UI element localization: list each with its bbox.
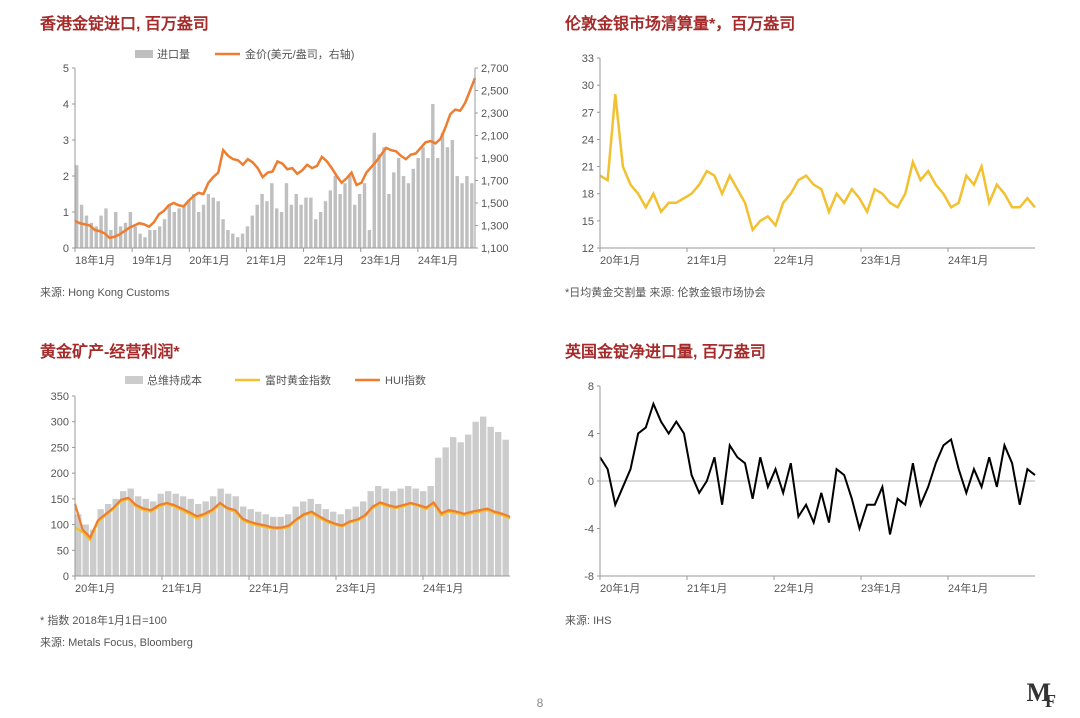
svg-text:19年1月: 19年1月 [132,253,172,267]
svg-text:1,700: 1,700 [481,176,509,188]
chart1-box: 0 1 2 3 4 5 1,100 1,300 1,500 1,700 1,900 2,100 2,30… [40,38,525,278]
svg-text:2,300: 2,300 [481,108,509,120]
svg-text:18: 18 [582,189,594,201]
svg-text:21年1月: 21年1月 [687,581,727,595]
svg-text:2,700: 2,700 [481,63,509,75]
svg-text:2,100: 2,100 [481,131,509,143]
logo-mf: MF [1026,678,1050,708]
chart4-svg: -8 -4 0 4 8 20年1月 21年1月 22年1月 23年1月 24年1月 [565,366,1045,606]
svg-text:1: 1 [63,207,69,219]
svg-text:0: 0 [588,476,594,488]
svg-text:金价(美元/盎司，右轴): 金价(美元/盎司，右轴) [245,47,354,61]
svg-text:4: 4 [63,99,69,111]
svg-text:24: 24 [582,134,594,146]
chart3-title: 黄金矿产-经营利润* [40,338,525,362]
svg-text:0: 0 [63,571,69,583]
svg-text:1,100: 1,100 [481,243,509,255]
svg-text:3: 3 [63,135,69,147]
chart4-title: 英国金锭净进口量, 百万盎司 [565,338,1050,362]
chart4-box: -8 -4 0 4 8 20年1月 21年1月 22年1月 23年1月 24年1月 [565,366,1050,606]
svg-text:21年1月: 21年1月 [687,253,727,267]
chart2-footnote: *日均黄金交割量 来源: 伦敦金银市场协会 [565,284,1050,300]
svg-text:300: 300 [51,417,69,429]
svg-text:20年1月: 20年1月 [600,581,640,595]
chart1-title: 香港金锭进口, 百万盎司 [40,10,525,34]
panel-uk-net-imports: 英国金锭净进口量, 百万盎司 -8 -4 0 4 8 20年1月 21年1月 22年1月 23年… [565,338,1050,650]
svg-text:21年1月: 21年1月 [246,253,286,267]
svg-text:21年1月: 21年1月 [162,581,202,595]
svg-text:2: 2 [63,171,69,183]
panel-hk-gold-imports: 香港金锭进口, 百万盎司 0 1 2 3 4 5 1,100 1,300 1,500 1,700 1… [40,10,525,318]
svg-text:15: 15 [582,216,594,228]
svg-text:22年1月: 22年1月 [774,253,814,267]
svg-text:24年1月: 24年1月 [418,253,458,267]
panel-gold-mining-margin: 黄金矿产-经营利润* 0 50 100 150 200 250 300 350 20年1月 21年… [40,338,525,650]
svg-text:总维持成本: 总维持成本 [147,373,202,387]
page-number: 8 [537,696,544,710]
svg-text:0: 0 [63,243,69,255]
svg-text:22年1月: 22年1月 [249,581,289,595]
svg-text:22年1月: 22年1月 [774,581,814,595]
svg-text:2,500: 2,500 [481,86,509,98]
svg-text:250: 250 [51,442,69,454]
svg-text:1,300: 1,300 [481,221,509,233]
svg-text:200: 200 [51,468,69,480]
svg-text:HUI指数: HUI指数 [385,373,426,387]
svg-text:22年1月: 22年1月 [304,253,344,267]
svg-text:12: 12 [582,243,594,255]
chart1-source: 来源: Hong Kong Customs [40,284,525,300]
chart2-box: 12 15 18 21 24 27 30 33 20年1月 21年1月 22年1月 23年1月 24年1… [565,38,1050,278]
svg-text:5: 5 [63,63,69,75]
svg-text:24年1月: 24年1月 [948,581,988,595]
svg-text:21: 21 [582,162,594,174]
svg-text:20年1月: 20年1月 [75,581,115,595]
chart3-box: 0 50 100 150 200 250 300 350 20年1月 21年1月 22年1月 23年1… [40,366,525,606]
svg-text:20年1月: 20年1月 [189,253,229,267]
svg-text:8: 8 [588,381,594,393]
chart1-svg: 0 1 2 3 4 5 1,100 1,300 1,500 1,700 1,900 2,100 2,30… [40,38,520,278]
svg-text:-8: -8 [584,571,594,583]
svg-text:24年1月: 24年1月 [948,253,988,267]
chart3-source: 来源: Metals Focus, Bloomberg [40,634,525,650]
svg-text:24年1月: 24年1月 [423,581,463,595]
svg-text:-4: -4 [584,524,594,536]
svg-text:350: 350 [51,391,69,403]
svg-text:23年1月: 23年1月 [861,253,901,267]
svg-text:20年1月: 20年1月 [600,253,640,267]
svg-text:进口量: 进口量 [157,48,190,61]
svg-text:33: 33 [582,53,594,65]
svg-text:23年1月: 23年1月 [336,581,376,595]
svg-text:1,900: 1,900 [481,153,509,165]
svg-text:23年1月: 23年1月 [861,581,901,595]
svg-text:100: 100 [51,520,69,532]
svg-text:150: 150 [51,494,69,506]
chart4-source: 来源: IHS [565,612,1050,628]
svg-text:4: 4 [588,429,594,441]
chart2-title: 伦敦金银市场清算量*，百万盎司 [565,10,1050,34]
chart3-svg: 0 50 100 150 200 250 300 350 20年1月 21年1月 22年1月 23年1… [40,366,520,606]
svg-text:23年1月: 23年1月 [361,253,401,267]
chart2-svg: 12 15 18 21 24 27 30 33 20年1月 21年1月 22年1月 23年1月 24年1… [565,38,1045,278]
svg-text:50: 50 [57,545,69,557]
svg-text:30: 30 [582,80,594,92]
chart3-footnote-index: * 指数 2018年1月1日=100 [40,612,525,628]
panel-london-clearing: 伦敦金银市场清算量*，百万盎司 12 15 18 21 24 27 30 33 20年1月 21年… [565,10,1050,318]
svg-text:1,500: 1,500 [481,198,509,210]
svg-text:27: 27 [582,107,594,119]
svg-text:18年1月: 18年1月 [75,253,115,267]
svg-text:富时黄金指数: 富时黄金指数 [265,373,331,387]
